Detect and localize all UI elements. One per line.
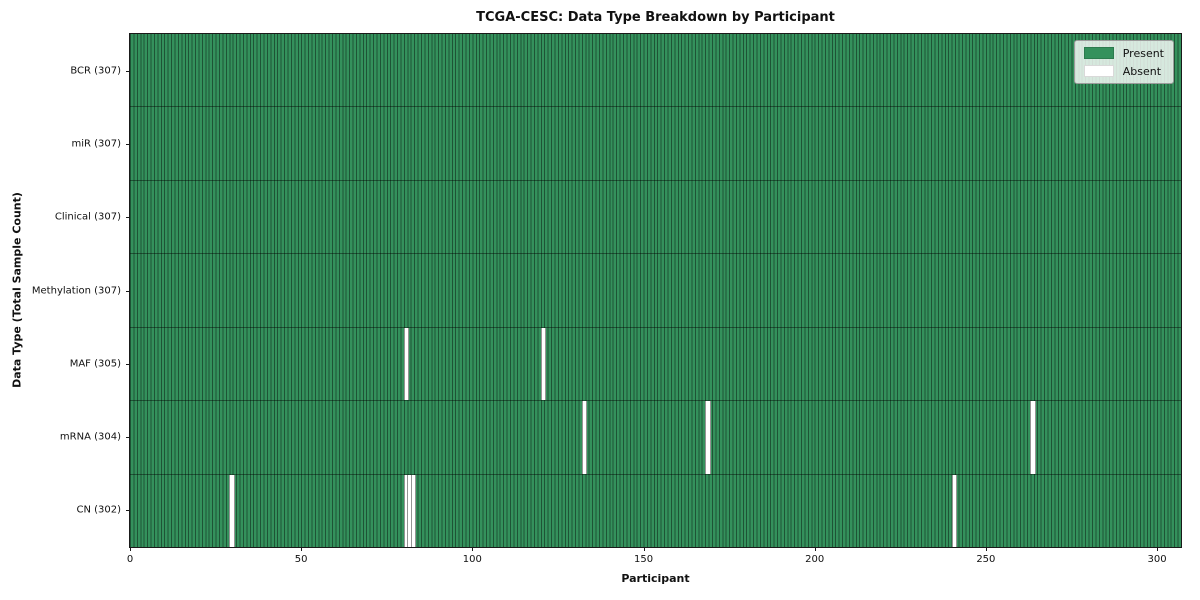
absent-cell bbox=[705, 401, 711, 474]
x-tick-mark bbox=[130, 547, 131, 551]
y-tick-label: MAF (305) bbox=[69, 358, 121, 370]
x-tick-label: 250 bbox=[976, 554, 996, 565]
heatmap-row-Methylation bbox=[130, 253, 1181, 326]
y-tick-label: CN (302) bbox=[76, 504, 121, 516]
x-tick-label: 100 bbox=[462, 554, 482, 565]
x-tick-mark bbox=[643, 547, 645, 551]
legend-swatch-absent-icon bbox=[1083, 65, 1114, 77]
x-tick-mark bbox=[472, 547, 474, 551]
absent-cell bbox=[540, 327, 547, 401]
absent-cell bbox=[410, 474, 417, 547]
x-tick-mark bbox=[301, 547, 303, 551]
absent-cell bbox=[581, 401, 588, 474]
heatmap-row-BCR bbox=[130, 34, 1181, 106]
y-tick-label: miR (307) bbox=[71, 138, 121, 150]
x-tick-label: 200 bbox=[805, 554, 825, 565]
absent-cell bbox=[229, 474, 235, 547]
legend-swatch-present-icon bbox=[1083, 47, 1114, 59]
legend-entry-present: Present bbox=[1083, 46, 1164, 60]
x-tick-label: 150 bbox=[633, 554, 654, 565]
x-tick-mark bbox=[1157, 547, 1159, 551]
legend: Present Absent bbox=[1073, 40, 1174, 84]
y-axis-label: Data Type (Total Sample Count) bbox=[10, 192, 24, 388]
heatmap-row-Clinical bbox=[130, 179, 1181, 253]
chart-title: TCGA-CESC: Data Type Breakdown by Partic… bbox=[476, 10, 835, 25]
heatmap-grid bbox=[130, 34, 1181, 547]
x-tick-label: 300 bbox=[1147, 554, 1167, 565]
y-tick-label: Methylation (307) bbox=[31, 285, 121, 296]
y-tick-label: mRNA (304) bbox=[59, 431, 121, 443]
x-tick-mark bbox=[985, 547, 987, 551]
heatmap-row-MAF bbox=[130, 326, 1181, 401]
x-tick-label: 0 bbox=[126, 554, 134, 565]
y-tick-label: BCR (307) bbox=[70, 65, 121, 77]
absent-cell bbox=[1030, 401, 1036, 474]
absent-cell bbox=[403, 327, 410, 401]
x-axis-label: Participant bbox=[621, 572, 690, 585]
x-tick-label: 50 bbox=[294, 554, 308, 565]
plot-area: BCR (307) miR (307) Clinical (307) Methylat… bbox=[32, 33, 1182, 565]
absent-cell bbox=[951, 474, 958, 547]
legend-entry-absent: Absent bbox=[1083, 64, 1164, 78]
heatmap-row-CN bbox=[130, 473, 1181, 547]
x-tick-mark bbox=[814, 547, 816, 551]
heatmap-row-mRNA bbox=[130, 400, 1181, 474]
legend-label-present: Present bbox=[1122, 46, 1164, 60]
heatmap-row-miR bbox=[130, 106, 1181, 179]
legend-label-absent: Absent bbox=[1122, 64, 1162, 78]
y-tick-label: Clinical (307) bbox=[54, 211, 121, 223]
